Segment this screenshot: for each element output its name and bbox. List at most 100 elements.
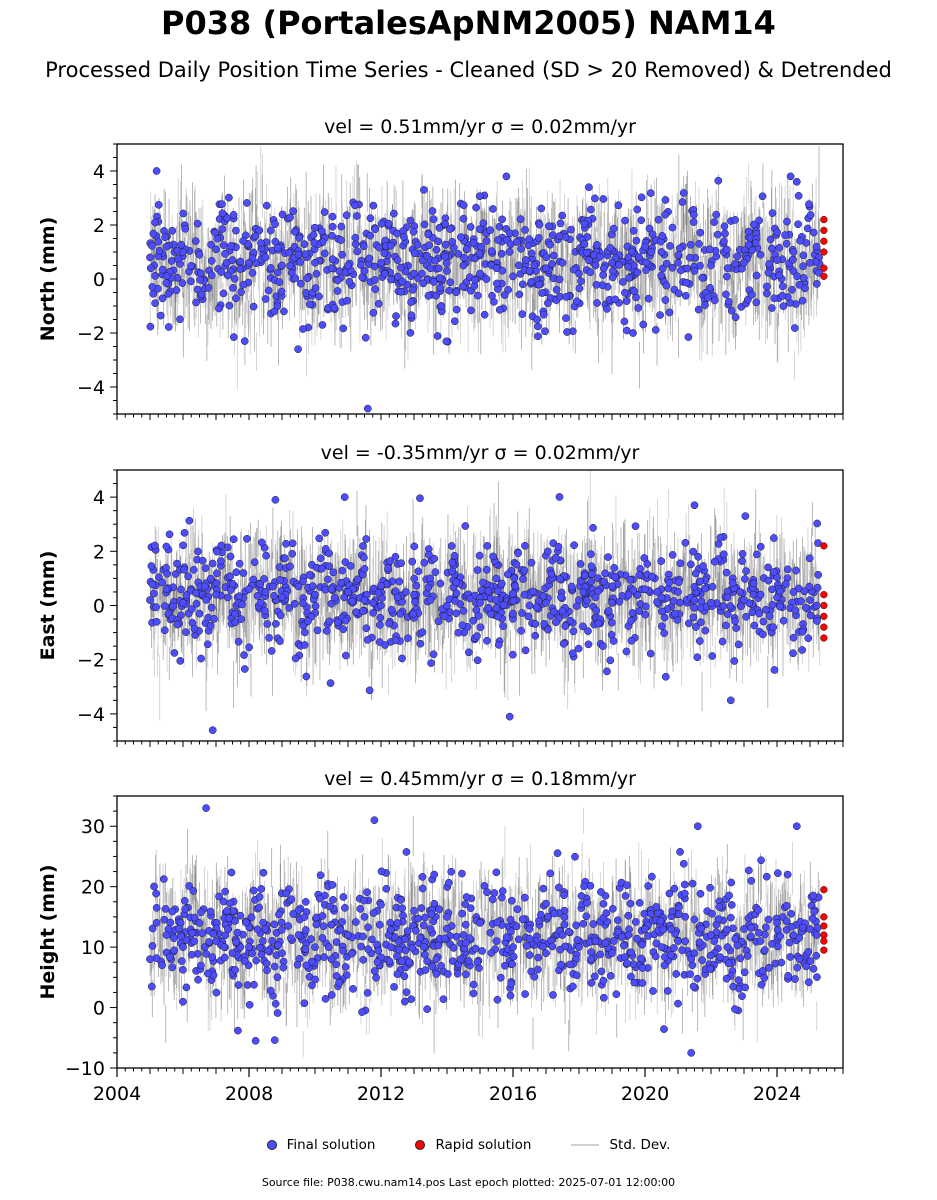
final-solution-point [168, 226, 177, 235]
final-solution-point [329, 568, 338, 577]
final-solution-point [352, 212, 361, 220]
final-solution-point [706, 283, 714, 292]
final-solution-point [321, 528, 330, 537]
final-solution-point [595, 252, 604, 261]
final-solution-point [737, 602, 745, 611]
final-solution-point [333, 276, 342, 285]
final-solution-point [275, 278, 284, 286]
final-solution-point [654, 215, 663, 224]
final-solution-point [668, 263, 677, 272]
final-solution-point [495, 222, 504, 231]
final-solution-point [776, 602, 784, 611]
final-solution-point [708, 582, 717, 591]
final-solution-point [694, 552, 702, 561]
final-solution-point [492, 574, 501, 583]
final-solution-point [498, 215, 506, 224]
final-solution-point [625, 274, 633, 282]
final-solution-point [768, 209, 777, 217]
final-solution-point [627, 616, 636, 625]
final-solution-point [806, 611, 815, 620]
final-solution-point [544, 625, 552, 634]
final-solution-point [603, 667, 611, 676]
final-solution-point [337, 236, 345, 244]
final-solution-point [640, 554, 649, 562]
final-solution-point [446, 278, 455, 287]
final-solution-point [217, 268, 226, 276]
final-solution-point [396, 609, 405, 618]
final-solution-point [419, 279, 428, 288]
final-solution-point [783, 217, 791, 226]
final-solution-point [682, 278, 691, 287]
final-solution-point [622, 647, 631, 656]
final-solution-point [546, 240, 554, 249]
final-solution-point [452, 288, 461, 297]
final-solution-point [226, 572, 234, 581]
rapid-solution-point [820, 248, 828, 256]
final-solution-point [182, 628, 190, 636]
final-solution-point [371, 285, 380, 294]
final-solution-point [484, 587, 493, 595]
final-solution-point [764, 563, 772, 572]
final-solution-point [567, 225, 575, 234]
final-solution-point [410, 542, 419, 551]
final-solution-point [256, 580, 265, 588]
final-solution-point [313, 626, 322, 635]
final-solution-point [547, 570, 556, 578]
final-solution-point [686, 240, 695, 249]
final-solution-point [718, 637, 727, 646]
final-solution-point [441, 240, 450, 249]
final-solution-point [187, 277, 195, 286]
final-solution-point [356, 261, 365, 269]
final-solution-point [662, 281, 671, 290]
final-solution-point [317, 564, 326, 573]
final-solution-point [369, 308, 378, 317]
final-solution-point [245, 258, 253, 267]
final-solution-point [423, 251, 431, 260]
final-solution-point [647, 248, 656, 257]
final-solution-point [552, 618, 560, 627]
final-solution-point [162, 242, 171, 251]
final-solution-point [521, 541, 529, 550]
final-solution-point [489, 552, 497, 561]
final-solution-point [580, 219, 589, 228]
final-solution-point [454, 628, 463, 637]
final-solution-point [690, 603, 698, 612]
final-solution-point [710, 218, 718, 226]
final-solution-point [387, 275, 395, 284]
final-solution-point [609, 224, 618, 233]
final-solution-point [773, 228, 781, 237]
final-solution-point [751, 239, 760, 247]
final-solution-point [403, 634, 412, 643]
final-solution-point [302, 672, 311, 681]
final-solution-point [393, 272, 402, 281]
final-solution-point [231, 618, 240, 627]
final-solution-point [201, 564, 210, 573]
final-solution-point [413, 241, 422, 249]
final-solution-point [631, 522, 640, 531]
panel-plot-area [146, 470, 828, 735]
final-solution-point [797, 597, 805, 606]
final-solution-point [521, 256, 530, 264]
final-solution-point [465, 648, 473, 657]
final-solution-point [239, 569, 248, 577]
final-solution-point [619, 278, 627, 286]
final-solution-point [406, 328, 415, 337]
final-solution-point [499, 622, 507, 630]
final-solution-point [322, 627, 331, 635]
final-solution-point [461, 522, 470, 530]
panel-title: vel = 0.51mm/yr σ = 0.02mm/yr [324, 116, 636, 138]
final-solution-point [661, 296, 670, 304]
final-solution-point [320, 249, 329, 258]
final-solution-point [288, 539, 297, 548]
final-solution-point [360, 596, 369, 604]
final-solution-point [714, 176, 723, 185]
final-solution-point [281, 554, 289, 562]
final-solution-point [484, 603, 493, 612]
final-solution-point [789, 649, 797, 658]
final-solution-point [731, 260, 739, 268]
final-solution-point [154, 237, 163, 246]
final-solution-point [518, 310, 527, 318]
final-solution-point [646, 189, 655, 197]
final-solution-point [435, 224, 444, 232]
final-solution-point [792, 566, 800, 575]
